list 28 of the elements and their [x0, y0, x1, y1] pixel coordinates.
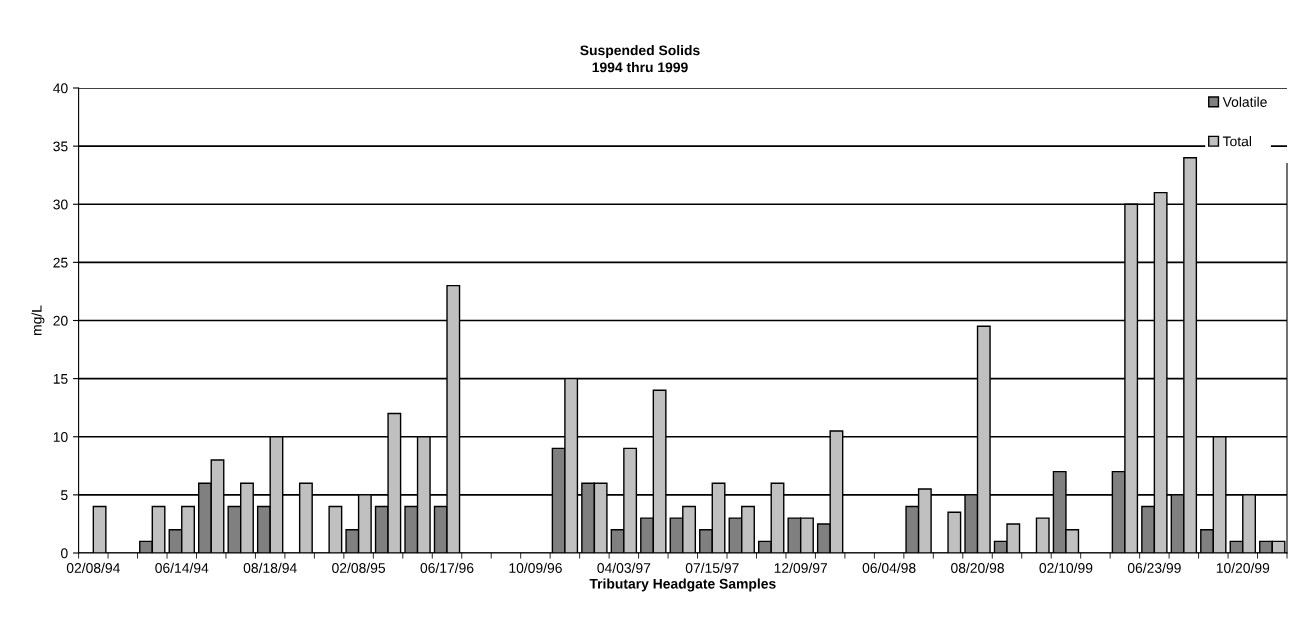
x-tick-label: 06/14/94 [155, 562, 209, 573]
x-tick-label: 06/17/96 [420, 562, 474, 573]
y-tick-label: 10 [53, 432, 68, 442]
x-axis-title: Tributary Headgate Samples [589, 578, 776, 592]
x-tick-label: 12/09/97 [774, 562, 828, 573]
y-tick-label: 20 [53, 315, 68, 326]
x-tick-label: 10/09/96 [509, 562, 562, 573]
x-tick-label: 02/08/94 [66, 562, 120, 573]
x-tick-label: 07/15/97 [685, 562, 739, 573]
y-tick-label: 30 [53, 199, 68, 210]
x-tick-label: 06/23/99 [1127, 562, 1181, 573]
x-tick-label: 06/04/98 [862, 562, 916, 573]
x-tick-label: 02/10/99 [1039, 562, 1093, 573]
y-tick-label: 0 [61, 548, 68, 559]
y-tick-label: 40 [53, 83, 68, 94]
y-axis-title: mg/L [31, 305, 45, 336]
y-tick-label: 25 [53, 257, 68, 268]
x-tick-label: 10/20/99 [1216, 562, 1270, 573]
y-tick-label: 15 [53, 374, 68, 384]
x-tick-label: 08/18/94 [243, 562, 297, 573]
y-tick-label: 35 [53, 141, 68, 152]
x-tick-label: 08/20/98 [951, 562, 1004, 573]
chart-title: Suspended Solids 1994 thru 1999 [580, 45, 700, 73]
x-tick-label: 04/03/97 [597, 562, 651, 573]
legend-label: Total [1222, 136, 1252, 147]
legend-label: Volatile [1222, 96, 1267, 107]
y-tick-label: 5 [61, 490, 68, 501]
x-tick-label: 02/08/95 [332, 562, 386, 573]
